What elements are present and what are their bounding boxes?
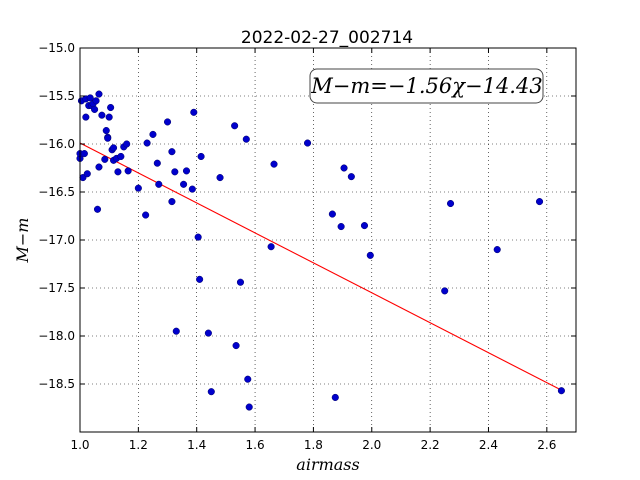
data-point <box>153 159 161 167</box>
data-point <box>242 135 250 143</box>
data-point <box>493 246 501 254</box>
data-point <box>196 275 204 283</box>
data-point <box>82 113 90 121</box>
data-point <box>93 205 102 213</box>
data-point <box>105 113 113 121</box>
data-point <box>168 148 176 156</box>
data-point <box>204 329 212 337</box>
x-tick-label: 2.0 <box>362 438 381 452</box>
data-point <box>232 342 240 350</box>
data-point <box>441 287 449 295</box>
data-point <box>190 108 198 116</box>
data-point <box>231 122 239 130</box>
data-point <box>163 118 172 126</box>
data-point <box>104 134 112 142</box>
data-point <box>168 198 176 206</box>
y-tick-label: −16.5 <box>38 185 75 199</box>
annotation-box <box>309 68 544 104</box>
data-point <box>110 144 118 152</box>
data-point <box>270 160 278 168</box>
data-point <box>304 139 312 147</box>
chart-title: 2022-02-27_002714 <box>241 28 413 48</box>
data-point <box>328 210 336 218</box>
data-point <box>182 167 191 175</box>
x-tick-label: 1.8 <box>304 438 323 452</box>
y-tick-label: −15.0 <box>38 41 75 55</box>
data-points <box>76 90 565 411</box>
data-point <box>86 94 94 102</box>
data-point <box>114 168 122 176</box>
x-tick-label: 2.6 <box>537 438 556 452</box>
data-point <box>188 185 196 193</box>
data-point <box>101 155 109 163</box>
data-point <box>244 375 252 383</box>
data-point <box>172 327 180 335</box>
data-point <box>134 184 142 192</box>
grid-lines <box>80 48 576 432</box>
y-tick-label: −18.0 <box>38 329 75 343</box>
data-point <box>91 105 99 113</box>
data-point <box>360 222 369 230</box>
data-point <box>171 168 179 176</box>
data-point <box>142 211 150 219</box>
data-point <box>124 167 132 175</box>
data-point <box>366 251 374 259</box>
data-point <box>102 127 110 135</box>
fit-line <box>79 142 562 391</box>
data-point <box>83 170 91 178</box>
x-axis-label: airmass <box>296 455 359 474</box>
data-point <box>340 164 348 172</box>
data-point <box>557 387 565 395</box>
data-point <box>446 199 455 208</box>
data-point <box>98 111 106 119</box>
x-tick-label: 1.0 <box>70 438 89 452</box>
y-tick-label: −18.5 <box>38 377 75 391</box>
data-point <box>236 278 245 286</box>
data-point <box>123 140 131 148</box>
data-point <box>216 174 224 182</box>
x-tick-label: 2.2 <box>421 438 440 452</box>
data-point <box>117 152 125 161</box>
y-tick-label: −15.5 <box>38 89 75 103</box>
data-point <box>207 388 215 396</box>
equation-annotation: M−m=−1.56χ−14.43 <box>309 68 544 104</box>
x-tick-label: 1.2 <box>129 438 148 452</box>
x-tick-label: 1.6 <box>246 438 265 452</box>
data-point <box>149 130 157 138</box>
data-point <box>331 393 339 401</box>
data-point <box>245 403 253 411</box>
data-point <box>180 180 188 188</box>
data-point <box>95 90 103 98</box>
data-point <box>143 139 151 147</box>
y-tick-label: −16.0 <box>38 137 75 151</box>
data-point <box>107 103 115 112</box>
x-tick-label: 1.4 <box>187 438 206 452</box>
data-point <box>80 150 88 158</box>
data-point <box>197 152 205 161</box>
data-point <box>535 198 544 206</box>
data-point <box>194 233 202 241</box>
data-point <box>92 97 100 105</box>
x-tick-label: 2.4 <box>479 438 498 452</box>
data-point <box>337 223 345 231</box>
data-point <box>347 173 355 181</box>
annotation-text: M−m=−1.56χ−14.43 <box>310 74 542 98</box>
data-point <box>95 163 103 171</box>
data-point <box>267 243 275 251</box>
y-tick-label: −17.0 <box>38 233 75 247</box>
y-tick-label: −17.5 <box>38 281 75 295</box>
y-axis-label: M−m <box>13 218 32 264</box>
axis-ticks: 1.0 1.2 1.4 1.6 1.8 2.0 2.2 2.4 2.6 −15.0 −15.5 −16… <box>38 41 576 452</box>
data-point <box>155 180 163 188</box>
